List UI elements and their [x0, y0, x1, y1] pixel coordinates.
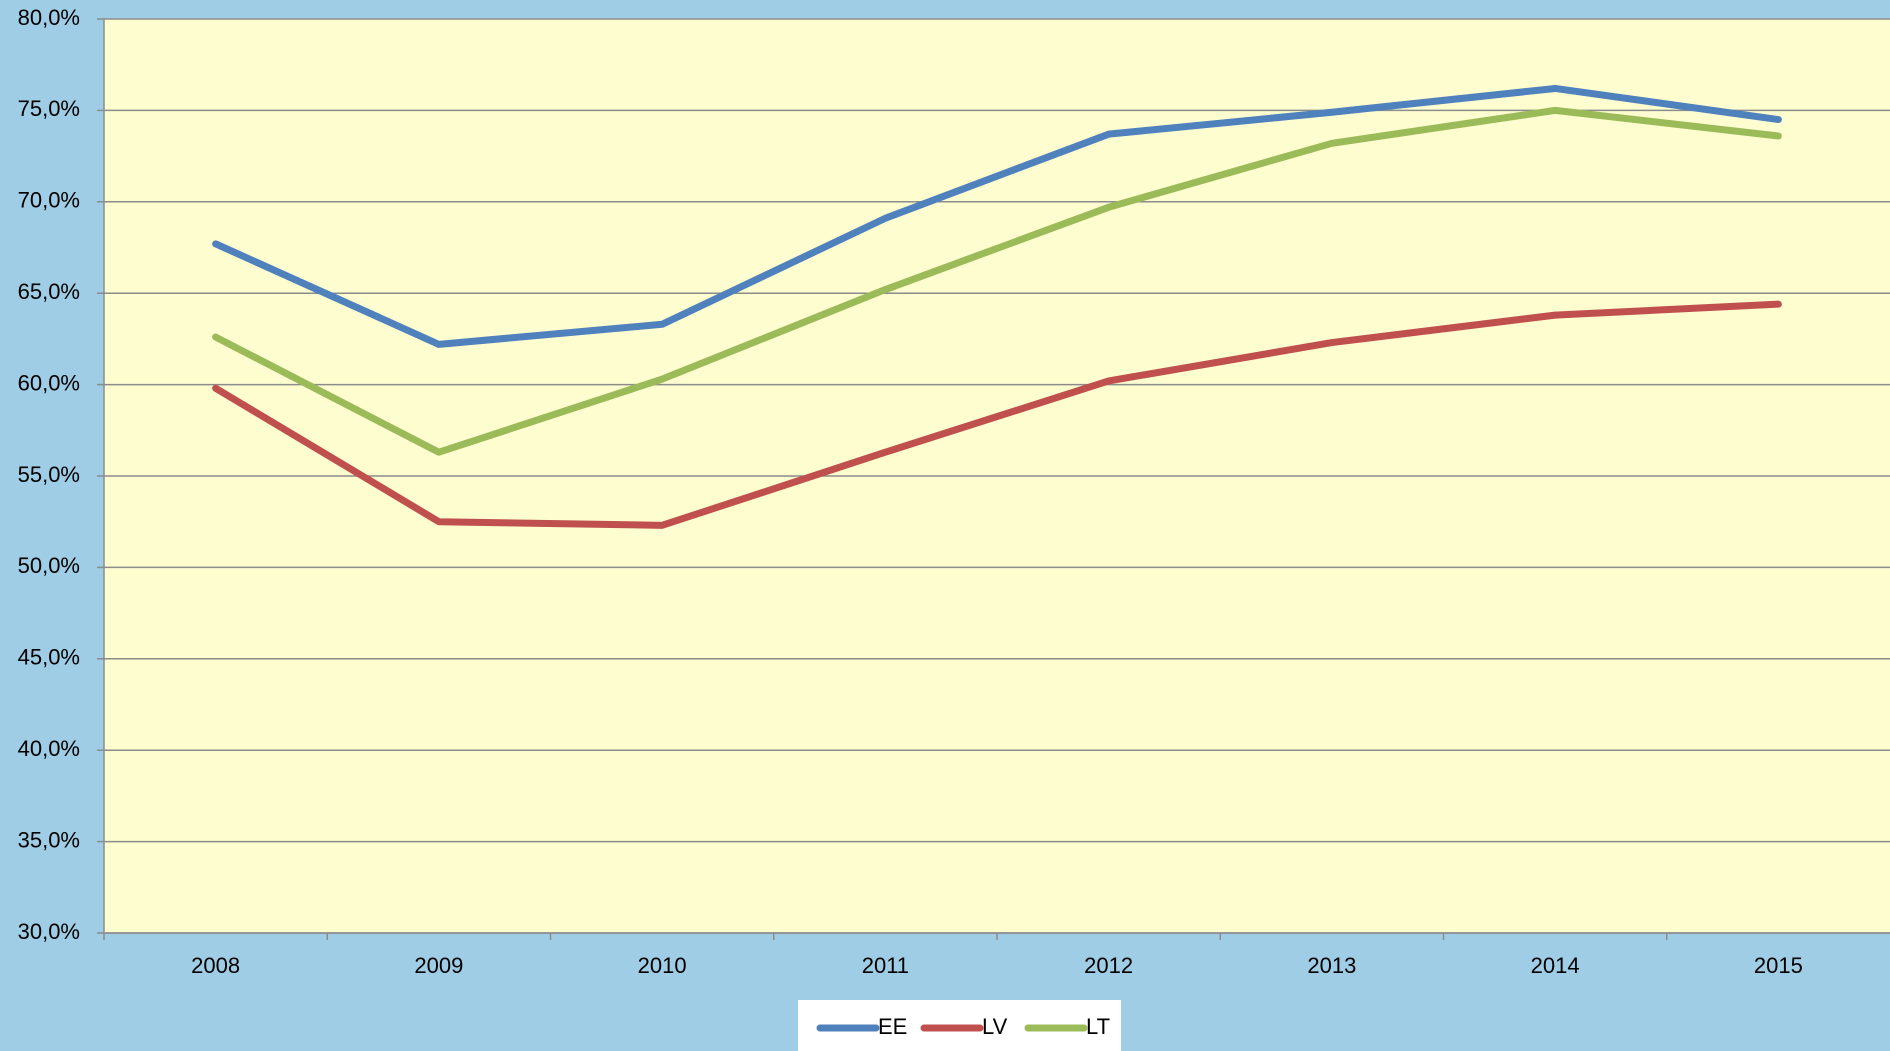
x-tick-label: 2008	[191, 953, 240, 978]
y-tick-label: 65,0%	[18, 279, 80, 304]
data-line	[212, 300, 1782, 529]
legend-label: LV	[982, 1014, 1008, 1039]
y-tick-label: 55,0%	[18, 462, 80, 487]
x-tick-label: 2010	[638, 953, 687, 978]
y-tick-label: 50,0%	[18, 553, 80, 578]
y-tick-label: 35,0%	[18, 827, 80, 852]
x-tick-label: 2014	[1531, 953, 1580, 978]
y-tick-label: 45,0%	[18, 645, 80, 670]
y-tick-label: 30,0%	[18, 919, 80, 944]
data-line	[212, 106, 1782, 456]
x-tick-label: 2011	[862, 953, 909, 978]
x-tick-label: 2012	[1084, 953, 1133, 978]
y-tick-label: 80,0%	[18, 5, 80, 30]
y-tick-label: 70,0%	[18, 188, 80, 213]
y-tick-label: 75,0%	[18, 96, 80, 121]
x-tick-label: 2015	[1754, 953, 1803, 978]
x-tick-label: 2013	[1307, 953, 1356, 978]
y-tick-label: 40,0%	[18, 736, 80, 761]
data-line	[212, 84, 1782, 348]
legend-label: LT	[1086, 1014, 1110, 1039]
x-tick-label: 2009	[414, 953, 463, 978]
y-tick-label: 60,0%	[18, 370, 80, 395]
legend-label: EE	[878, 1014, 907, 1039]
